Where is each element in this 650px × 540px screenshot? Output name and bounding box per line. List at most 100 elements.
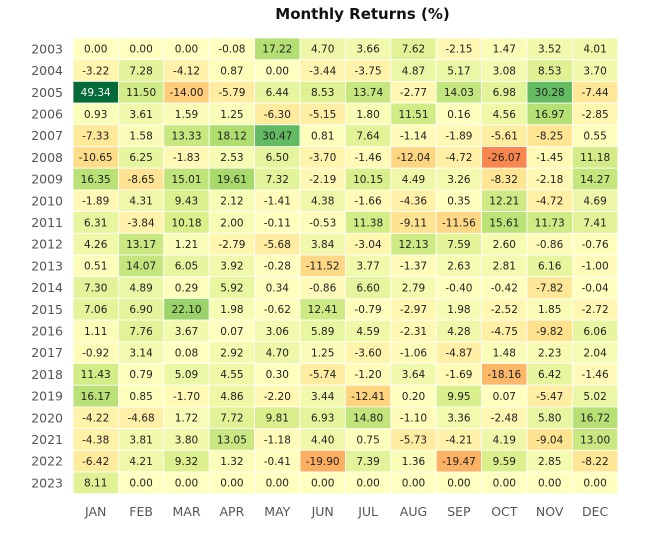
cell-value: -1.20 xyxy=(355,369,382,381)
cell-value: 2.60 xyxy=(493,239,516,251)
month-label: MAY xyxy=(264,504,290,519)
cell-value: -1.89 xyxy=(82,196,109,208)
cell-value: 0.00 xyxy=(311,478,334,490)
cell-value: -0.76 xyxy=(582,239,609,251)
cell-value: 0.55 xyxy=(583,130,606,142)
month-label: FEB xyxy=(129,504,153,519)
cell-value: -2.85 xyxy=(582,109,609,121)
cell-value: 17.22 xyxy=(262,44,292,56)
cell-value: -1.66 xyxy=(355,196,382,208)
cell-value: 6.93 xyxy=(311,413,334,425)
cell-value: -1.06 xyxy=(400,347,427,359)
cell-value: 3.61 xyxy=(129,109,152,121)
year-label: 2011 xyxy=(31,215,63,230)
cell-value: 7.62 xyxy=(402,44,425,56)
cell-value: 4.89 xyxy=(129,282,152,294)
month-label: SEP xyxy=(447,504,471,519)
cell-value: 4.49 xyxy=(402,174,425,186)
cell-value: -1.89 xyxy=(445,130,472,142)
cell-value: 0.34 xyxy=(266,282,290,294)
cell-value: -0.41 xyxy=(264,456,291,468)
year-label: 2014 xyxy=(31,280,63,295)
year-label: 2008 xyxy=(31,150,63,165)
cell-value: 0.00 xyxy=(583,478,606,490)
cell-value: 0.07 xyxy=(220,326,243,338)
cell-value: -2.31 xyxy=(400,326,427,338)
cell-value: 4.38 xyxy=(311,196,334,208)
cell-value: -7.33 xyxy=(82,130,109,142)
cell-value: 14.03 xyxy=(444,87,474,99)
month-label: APR xyxy=(220,504,245,519)
year-label: 2015 xyxy=(31,302,63,317)
cell-value: -5.73 xyxy=(400,434,427,446)
cell-value: 3.80 xyxy=(175,434,198,446)
cell-value: -7.82 xyxy=(536,282,563,294)
cell-value: 1.25 xyxy=(311,347,334,359)
cell-value: 2.79 xyxy=(402,282,425,294)
year-label: 2013 xyxy=(31,258,63,273)
cell-value: 0.87 xyxy=(220,65,243,77)
cell-value: 3.66 xyxy=(356,44,380,56)
cell-value: 13.17 xyxy=(126,239,156,251)
cell-value: -2.79 xyxy=(218,239,245,251)
month-label: DEC xyxy=(582,504,609,519)
cell-value: 0.79 xyxy=(129,369,152,381)
year-label: 2005 xyxy=(31,85,63,100)
cell-value: 13.00 xyxy=(580,434,610,446)
cell-value: -9.04 xyxy=(536,434,563,446)
cell-value: -0.92 xyxy=(82,347,109,359)
cell-value: 4.28 xyxy=(447,326,470,338)
cell-value: 5.89 xyxy=(311,326,334,338)
cell-value: 9.43 xyxy=(175,196,198,208)
cell-value: 12.21 xyxy=(489,196,519,208)
cell-value: 4.31 xyxy=(129,196,152,208)
cell-value: 16.97 xyxy=(535,109,565,121)
cell-value: -0.42 xyxy=(491,282,518,294)
cell-value: 0.85 xyxy=(129,391,152,403)
cell-value: 0.81 xyxy=(311,130,334,142)
cell-value: -0.79 xyxy=(355,304,382,316)
cell-value: -12.41 xyxy=(351,391,385,403)
year-label: 2004 xyxy=(31,63,63,78)
year-label: 2003 xyxy=(31,41,63,56)
cell-value: 6.50 xyxy=(266,152,289,164)
cell-value: 2.63 xyxy=(447,261,470,273)
cell-value: -1.18 xyxy=(264,434,291,446)
cell-value: 7.76 xyxy=(129,326,153,338)
cell-value: 3.26 xyxy=(447,174,471,186)
cell-value: -8.25 xyxy=(536,130,563,142)
cell-value: 6.90 xyxy=(129,304,152,316)
cell-value: -4.75 xyxy=(491,326,518,338)
cell-value: -2.52 xyxy=(491,304,518,316)
cell-value: -2.15 xyxy=(445,44,472,56)
month-label: JUL xyxy=(357,504,378,519)
cell-value: -5.68 xyxy=(264,239,291,251)
cell-value: 1.85 xyxy=(538,304,561,316)
cell-value: -5.79 xyxy=(218,87,245,99)
cell-value: 0.00 xyxy=(402,478,425,490)
cell-value: -1.41 xyxy=(264,196,291,208)
cell-value: 4.86 xyxy=(220,391,244,403)
cell-value: 4.19 xyxy=(493,434,516,446)
cell-value: -1.10 xyxy=(400,413,427,425)
cell-value: 6.25 xyxy=(129,152,152,164)
cell-value: 0.20 xyxy=(402,391,425,403)
cell-value: -4.21 xyxy=(445,434,472,446)
cell-value: -18.16 xyxy=(487,369,521,381)
year-label: 2019 xyxy=(31,389,63,404)
cell-value: 22.10 xyxy=(171,304,201,316)
cell-value: -26.07 xyxy=(487,152,521,164)
chart-title: Monthly Returns (%) xyxy=(275,5,450,23)
cell-value: 5.09 xyxy=(175,369,198,381)
cell-value: 1.59 xyxy=(175,109,198,121)
cell-value: -4.87 xyxy=(445,347,472,359)
cell-value: -0.62 xyxy=(264,304,291,316)
cell-value: -2.20 xyxy=(264,391,291,403)
cell-value: 7.72 xyxy=(220,413,243,425)
cell-value: 1.98 xyxy=(447,304,470,316)
year-label: 2023 xyxy=(31,475,63,490)
cell-value: 15.01 xyxy=(171,174,201,186)
cell-value: 3.14 xyxy=(129,347,153,359)
cell-value: -0.40 xyxy=(445,282,472,294)
cell-value: 5.17 xyxy=(447,65,470,77)
